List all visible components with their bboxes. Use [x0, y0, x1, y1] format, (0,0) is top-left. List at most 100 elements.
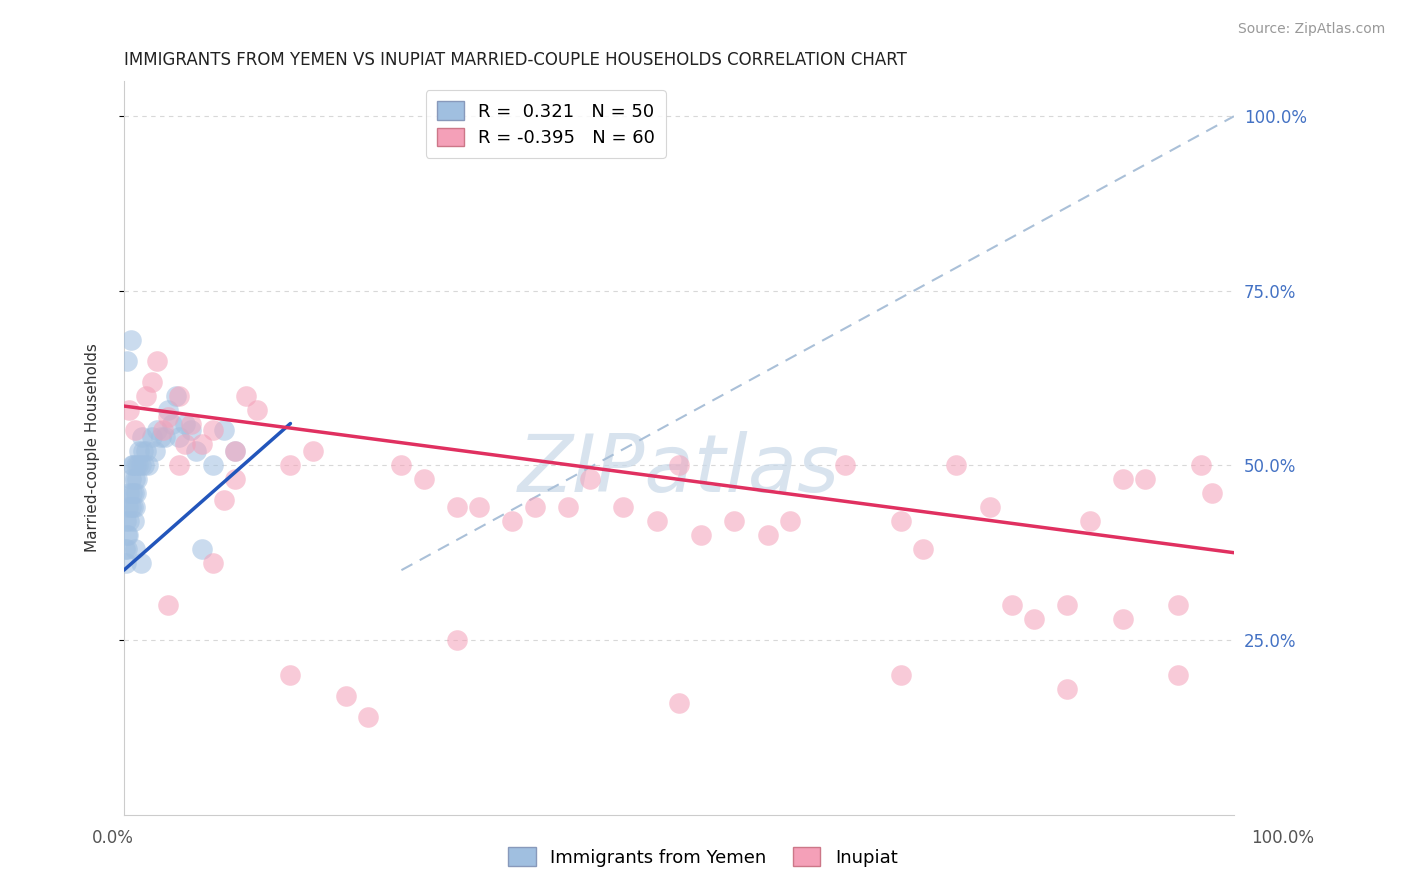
- Point: [201, 424, 224, 438]
- Point: [127, 458, 149, 473]
- Point: [779, 514, 801, 528]
- Point: [224, 444, 246, 458]
- Legend: R =  0.321   N = 50, R = -0.395   N = 60: R = 0.321 N = 50, R = -0.395 N = 60: [426, 90, 666, 158]
- Point: [723, 514, 745, 528]
- Point: [152, 424, 174, 438]
- Point: [117, 528, 139, 542]
- Point: [122, 514, 145, 528]
- Point: [132, 444, 155, 458]
- Point: [446, 500, 468, 515]
- Point: [121, 486, 143, 500]
- Point: [890, 514, 912, 528]
- Point: [280, 458, 302, 473]
- Point: [135, 388, 157, 402]
- Point: [557, 500, 579, 515]
- Point: [890, 668, 912, 682]
- Point: [115, 542, 138, 557]
- Point: [117, 500, 139, 515]
- Point: [118, 486, 141, 500]
- Point: [335, 689, 357, 703]
- Point: [280, 668, 302, 682]
- Point: [201, 458, 224, 473]
- Point: [1078, 514, 1101, 528]
- Point: [120, 500, 142, 515]
- Point: [160, 417, 183, 431]
- Point: [127, 472, 149, 486]
- Point: [125, 486, 148, 500]
- Point: [121, 458, 143, 473]
- Point: [165, 388, 187, 402]
- Point: [135, 444, 157, 458]
- Y-axis label: Married-couple Households: Married-couple Households: [86, 343, 100, 552]
- Point: [1201, 486, 1223, 500]
- Point: [1001, 598, 1024, 612]
- Point: [357, 710, 380, 724]
- Point: [1024, 612, 1046, 626]
- Point: [668, 458, 690, 473]
- Legend: Immigrants from Yemen, Inupiat: Immigrants from Yemen, Inupiat: [501, 840, 905, 874]
- Point: [246, 402, 269, 417]
- Point: [912, 542, 935, 557]
- Point: [184, 444, 207, 458]
- Point: [124, 424, 146, 438]
- Point: [169, 458, 191, 473]
- Point: [212, 493, 235, 508]
- Point: [169, 430, 191, 444]
- Point: [141, 430, 163, 444]
- Point: [132, 458, 155, 473]
- Point: [129, 458, 152, 473]
- Point: [128, 444, 150, 458]
- Point: [201, 556, 224, 570]
- Point: [945, 458, 967, 473]
- Point: [115, 353, 138, 368]
- Point: [174, 417, 197, 431]
- Point: [756, 528, 779, 542]
- Point: [129, 556, 152, 570]
- Point: [212, 424, 235, 438]
- Text: Source: ZipAtlas.com: Source: ZipAtlas.com: [1237, 22, 1385, 37]
- Point: [149, 430, 172, 444]
- Point: [143, 444, 166, 458]
- Point: [120, 333, 142, 347]
- Point: [122, 486, 145, 500]
- Point: [174, 437, 197, 451]
- Point: [301, 444, 323, 458]
- Point: [136, 458, 159, 473]
- Point: [645, 514, 668, 528]
- Point: [224, 444, 246, 458]
- Point: [118, 402, 141, 417]
- Point: [579, 472, 602, 486]
- Point: [501, 514, 523, 528]
- Point: [115, 556, 138, 570]
- Point: [114, 542, 136, 557]
- Point: [446, 632, 468, 647]
- Point: [153, 430, 176, 444]
- Point: [389, 458, 412, 473]
- Point: [115, 514, 138, 528]
- Point: [190, 542, 212, 557]
- Point: [668, 696, 690, 710]
- Point: [1056, 598, 1078, 612]
- Text: 0.0%: 0.0%: [91, 829, 134, 847]
- Point: [1189, 458, 1212, 473]
- Point: [157, 409, 180, 424]
- Point: [157, 598, 180, 612]
- Point: [468, 500, 491, 515]
- Point: [1112, 472, 1135, 486]
- Point: [1056, 681, 1078, 696]
- Point: [141, 375, 163, 389]
- Point: [179, 424, 201, 438]
- Point: [131, 430, 153, 444]
- Point: [124, 542, 146, 557]
- Point: [179, 417, 201, 431]
- Point: [146, 353, 169, 368]
- Point: [125, 458, 148, 473]
- Point: [523, 500, 546, 515]
- Point: [1133, 472, 1156, 486]
- Point: [124, 500, 146, 515]
- Point: [1112, 612, 1135, 626]
- Point: [224, 472, 246, 486]
- Point: [1167, 598, 1189, 612]
- Point: [834, 458, 856, 473]
- Point: [115, 528, 138, 542]
